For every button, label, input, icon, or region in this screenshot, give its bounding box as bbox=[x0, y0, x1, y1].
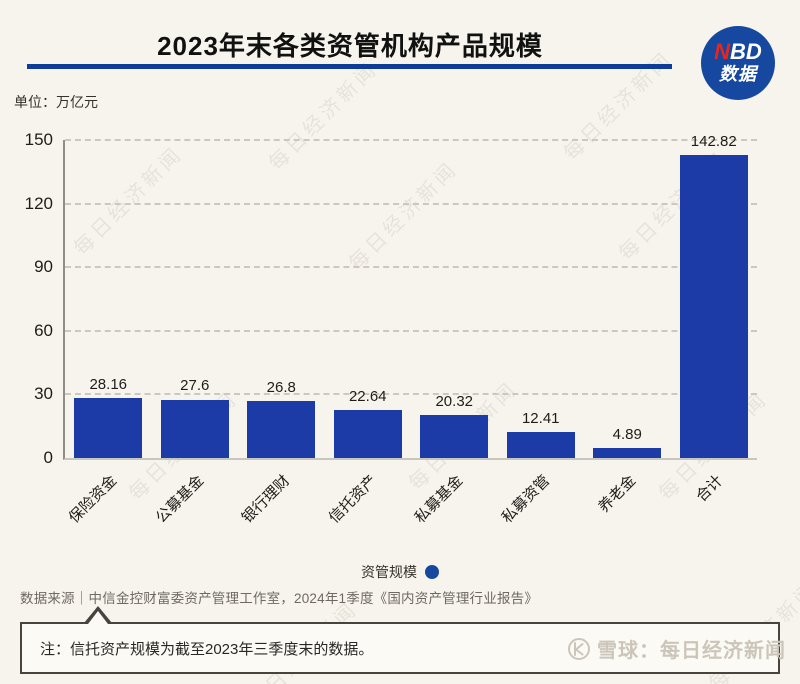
x-axis-label: 私募资管 bbox=[498, 472, 553, 527]
bar-chart-plot-area: 0 30 60 90 120 150 28.16 保险资金 27.6 公募基金 26.8 银行理财 22… bbox=[25, 130, 757, 527]
bar-value-label: 20.32 bbox=[435, 392, 474, 410]
bar-私募资管 bbox=[506, 431, 575, 458]
nbd-logo-subtext: 数据 bbox=[719, 64, 757, 84]
bar-私募基金 bbox=[420, 414, 489, 458]
nbd-logo-text: NBD bbox=[714, 39, 762, 64]
x-axis-label: 信托资产 bbox=[325, 472, 380, 527]
y-axis-tick-label: 120 bbox=[24, 193, 53, 213]
gridline bbox=[65, 202, 757, 205]
bar-银行理财 bbox=[247, 401, 316, 458]
x-axis-label: 银行理财 bbox=[238, 472, 294, 527]
bar-value-label: 12.41 bbox=[521, 409, 560, 427]
bar-公募基金 bbox=[160, 399, 229, 458]
gridline bbox=[65, 139, 757, 141]
bar-养老金 bbox=[593, 447, 662, 458]
y-axis-tick-label: 0 bbox=[43, 448, 53, 467]
data-source-line: 数据来源｜中信金控财富委资产管理工作室，2024年1季度《国内资产管理行业报告》 bbox=[20, 591, 539, 606]
bar-value-label: 22.64 bbox=[348, 388, 387, 405]
page-title: 2023年末各类资管机构产品规模 bbox=[157, 31, 543, 61]
y-axis-tick-label: 60 bbox=[34, 320, 53, 340]
x-axis-label: 养老金 bbox=[595, 472, 640, 516]
bar-保险资金 bbox=[74, 398, 143, 458]
xueqiu-brand-watermark: 雪球：每日经济新闻 bbox=[567, 634, 786, 663]
gridline bbox=[65, 393, 757, 396]
x-axis-label: 公募基金 bbox=[152, 472, 207, 527]
bar-信托资产 bbox=[333, 410, 402, 458]
gridline bbox=[65, 329, 757, 332]
unit-label: 单位：万亿元 bbox=[14, 94, 98, 110]
legend-dot-icon bbox=[425, 565, 439, 579]
note-box: 注：信托资产规模为截至2023年三季度末的数据。 bbox=[20, 622, 780, 674]
bar-value-label: 28.16 bbox=[89, 376, 128, 394]
bar-合计 bbox=[679, 155, 748, 458]
y-axis-tick-label: 90 bbox=[34, 257, 53, 277]
bar-value-label: 4.89 bbox=[612, 425, 642, 443]
note-callout-pointer-fill bbox=[88, 611, 108, 624]
title-underline bbox=[27, 64, 672, 69]
bar-value-label: 142.82 bbox=[690, 133, 737, 151]
bar-value-label: 27.6 bbox=[180, 377, 210, 395]
bar-value-label: 26.8 bbox=[266, 379, 296, 397]
x-axis-label: 私募基金 bbox=[411, 472, 467, 527]
gridline bbox=[65, 266, 757, 269]
y-axis-tick-label: 150 bbox=[24, 130, 53, 149]
xueqiu-snowball-icon bbox=[568, 637, 590, 660]
x-axis-label: 合计 bbox=[692, 472, 726, 506]
nbd-data-logo: NBD 数据 bbox=[701, 26, 775, 100]
legend-label: 资管规模 bbox=[361, 564, 417, 580]
x-axis-label: 保险资金 bbox=[65, 472, 121, 527]
chart-legend: 资管规模 bbox=[0, 562, 800, 582]
xueqiu-brand-text: 雪球：每日经济新闻 bbox=[597, 640, 786, 662]
note-text: 注：信托资产规模为截至2023年三季度末的数据。 bbox=[40, 640, 374, 658]
y-axis-tick-label: 30 bbox=[34, 384, 53, 404]
